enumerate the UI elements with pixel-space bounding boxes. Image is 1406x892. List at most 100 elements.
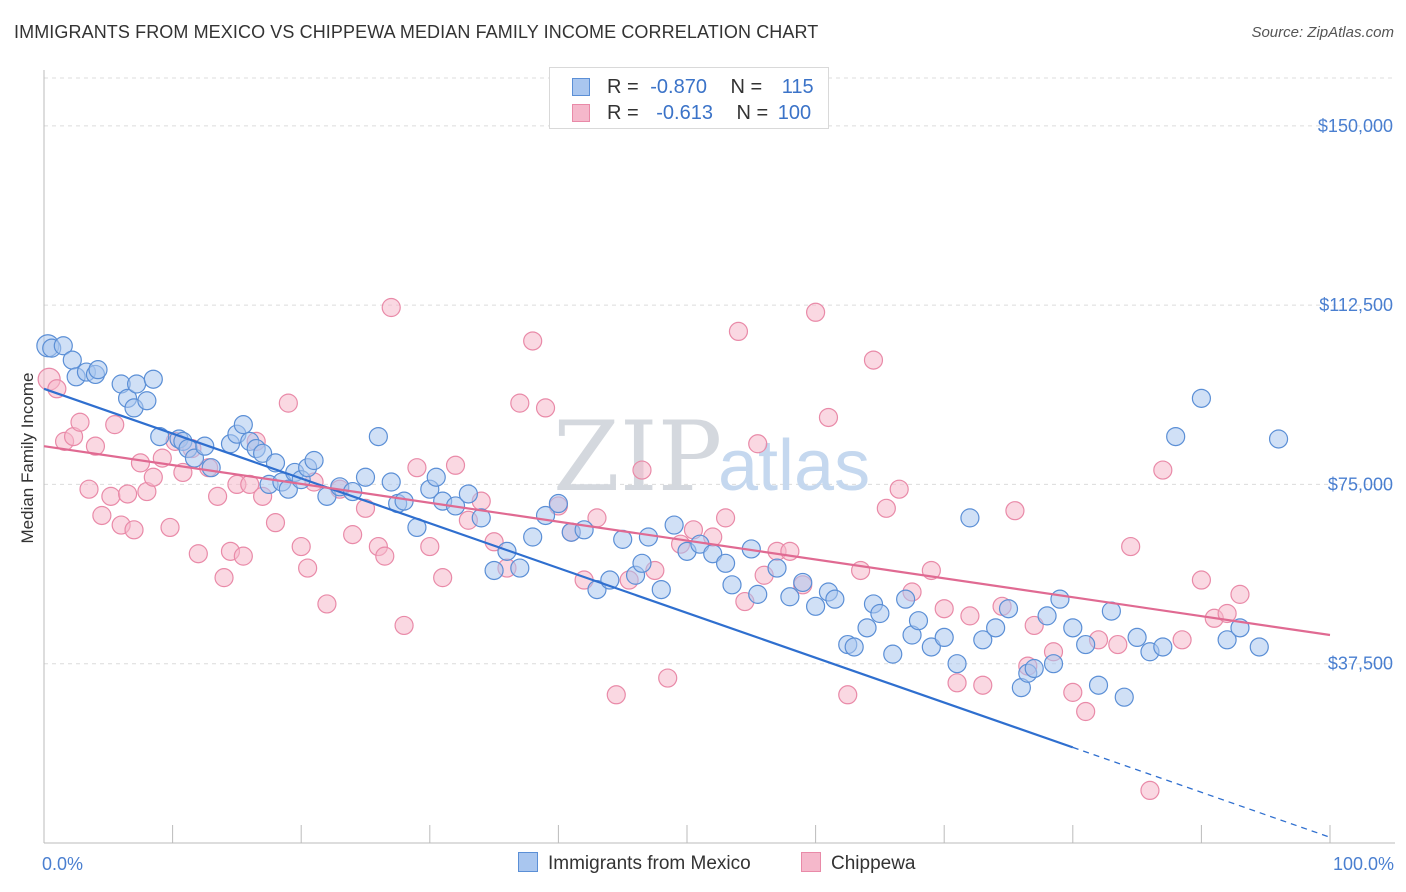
bottom-legend-swatch-mexico <box>518 852 538 872</box>
mexico-point <box>1063 618 1083 638</box>
chippewa-point <box>375 546 395 566</box>
mexico-point <box>1268 429 1289 449</box>
mexico-point <box>908 611 929 631</box>
mexico-point <box>278 479 298 499</box>
mexico-point <box>195 436 215 456</box>
chippewa-point <box>317 594 337 614</box>
mexico-point <box>651 579 671 600</box>
bottom-legend-label-chippewa: Chippewa <box>831 853 916 874</box>
mexico-point <box>748 584 768 604</box>
chippewa-point <box>265 513 286 533</box>
gridlines <box>44 77 1395 665</box>
mexico-point <box>986 618 1006 638</box>
mexico-point <box>1153 637 1173 657</box>
trend-line-chippewa <box>43 445 1331 637</box>
chippewa-point <box>143 467 163 487</box>
chippewa-point <box>298 558 318 578</box>
chippewa-point <box>1217 603 1237 624</box>
chippewa-point <box>658 668 678 688</box>
mexico-point <box>233 415 253 435</box>
chippewa-point <box>715 508 736 528</box>
chippewa-point <box>291 536 311 557</box>
chippewa-point <box>124 520 144 540</box>
mexico-point <box>767 558 787 578</box>
legend-n-value: 100 <box>777 102 812 124</box>
chippewa-point <box>433 568 453 588</box>
watermark-atlas: atlas <box>718 426 870 506</box>
legend-r-label: R = <box>607 102 639 124</box>
mexico-point <box>523 527 543 547</box>
legend-swatch-chippewa <box>572 104 590 122</box>
chippewa-point <box>343 525 363 545</box>
chippewa-point <box>748 434 768 454</box>
mexico-point <box>368 426 388 447</box>
mexico-point <box>844 637 864 657</box>
axes <box>43 70 1395 844</box>
chippewa-point <box>381 297 401 318</box>
bottom-legend-chippewa: Chippewa <box>801 852 916 875</box>
mexico-point <box>722 575 742 595</box>
mexico-point <box>664 515 684 535</box>
mexico-point <box>715 553 736 573</box>
chippewa-point <box>85 436 106 456</box>
chippewa-point <box>1063 682 1083 702</box>
mexico-point <box>934 627 954 648</box>
chippewa-point <box>960 606 980 626</box>
chippewa-point <box>1153 460 1173 480</box>
mexico-point <box>857 618 877 638</box>
mexico-point <box>143 369 163 389</box>
legend-n-label: N = <box>736 102 769 124</box>
chippewa-point <box>863 350 884 370</box>
chippewa-point <box>445 455 466 475</box>
mexico-point <box>1088 675 1109 695</box>
watermark-zip: ZIP <box>553 401 722 513</box>
chippewa-point <box>818 407 839 428</box>
mexico-point <box>62 350 82 370</box>
chippewa-point <box>805 302 826 322</box>
legend-box: R = -0.870 N = 115 R = -0.613 N = 100 <box>549 67 829 129</box>
mexico-point <box>1043 654 1064 674</box>
chippewa-point <box>1005 501 1025 521</box>
chippewa-point <box>1076 701 1096 722</box>
legend-swatch-mexico <box>572 78 590 96</box>
chippewa-point <box>934 599 954 619</box>
mexico-point <box>1024 658 1044 679</box>
chippewa-point <box>188 544 208 564</box>
chippewa-point <box>728 321 749 342</box>
mexico-point <box>1166 426 1186 447</box>
legend-r-value: -0.870 <box>650 76 707 98</box>
chippewa-point <box>876 498 896 518</box>
mexico-point <box>793 572 813 593</box>
mexico-point <box>1217 630 1237 650</box>
mexico-point <box>632 553 652 573</box>
mexico-point <box>53 336 73 356</box>
chippewa-point <box>535 398 556 418</box>
chippewa-point <box>160 517 180 538</box>
mexico-point <box>896 589 916 609</box>
mexico-point <box>870 603 890 624</box>
mexico-point <box>973 630 993 650</box>
chippewa-point <box>1108 634 1128 655</box>
mexico-point <box>381 472 401 492</box>
mexico-point <box>88 360 108 380</box>
bottom-legend-mexico: Immigrants from Mexico <box>518 852 751 875</box>
chippewa-point <box>838 685 858 705</box>
mexico-point <box>1191 388 1212 408</box>
mexico-point <box>921 637 941 657</box>
mexico-point <box>253 443 273 463</box>
mexico-point <box>947 654 967 674</box>
chippewa-point <box>632 460 652 480</box>
chippewa-point <box>105 415 125 435</box>
chart-title: IMMIGRANTS FROM MEXICO VS CHIPPEWA MEDIA… <box>14 22 819 42</box>
chippewa-point <box>510 393 530 413</box>
mexico-point <box>484 560 504 581</box>
mexico-point <box>1127 627 1147 648</box>
mexico-point <box>638 527 659 547</box>
x-tick-label-0: 0.0% <box>42 854 83 874</box>
chippewa-point <box>79 479 99 499</box>
chippewa-point <box>523 331 543 351</box>
bottom-legend-label-mexico: Immigrants from Mexico <box>548 853 751 874</box>
trend-lines <box>43 387 1331 838</box>
x-tick-label-1: 100.0% <box>1333 854 1394 874</box>
mexico-point <box>201 458 221 478</box>
